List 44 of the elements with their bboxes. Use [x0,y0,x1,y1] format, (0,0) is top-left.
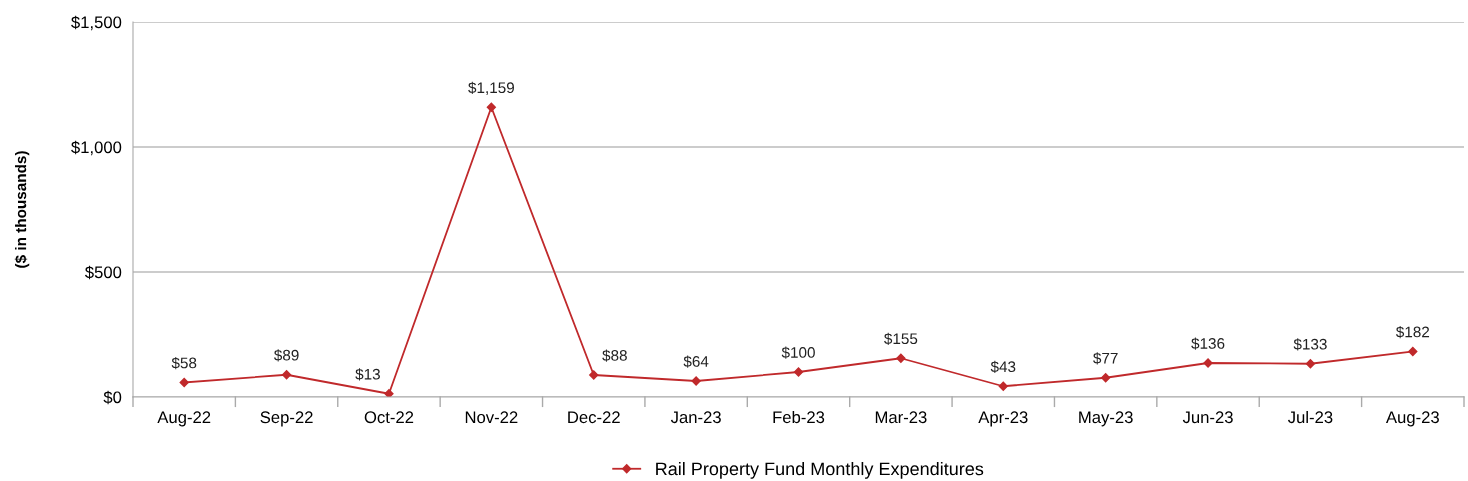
x-tick-label: Sep-22 [260,411,313,427]
x-tick-label: Nov-22 [465,411,518,424]
data-label: $89 [274,349,299,362]
data-label: $100 [781,346,815,359]
legend-label: Rail Property Fund Monthly Expenditures [656,462,984,479]
x-tick-label: Dec-22 [568,411,620,424]
point [1101,373,1111,383]
point [1408,346,1418,357]
point [896,353,906,363]
y-tick-label: $1,000 [71,140,122,156]
data-label: $77 [1093,352,1118,365]
point [179,377,189,388]
data-label: $58 [171,356,197,370]
y-tick-label: $0 [103,390,122,405]
data-label: $64 [683,355,709,368]
point [691,376,701,386]
x-tick-label: Apr-23 [978,411,1028,427]
x-tick-label: Jun-23 [1182,411,1233,424]
x-tick-label: Oct-22 [364,411,414,424]
x-tick-label: Jul-23 [1287,410,1333,424]
point [998,381,1008,391]
x-tick-label: May-23 [1079,411,1133,427]
data-label: $88 [602,349,627,362]
point [1305,359,1316,369]
point [281,370,292,380]
point [384,389,394,397]
x-tick-label: Aug-22 [157,411,211,427]
data-label: $182 [1395,325,1430,339]
y-tick-label: $500 [85,265,122,280]
point [589,370,599,380]
data-label: $1,159 [468,81,514,95]
y-tick-label: $1,500 [71,15,122,31]
data-label: $13 [355,368,380,381]
data-label: $43 [990,360,1016,374]
y-axis-title: ($ in thousands) [14,151,30,268]
data-label: $136 [1191,337,1225,350]
x-tick-label: Jan-23 [670,411,721,424]
x-tick-label: Mar-23 [875,411,927,424]
point [486,102,496,112]
x-tick-label: Aug-23 [1385,411,1439,427]
data-label: $155 [884,332,918,346]
data-label: $133 [1293,338,1327,351]
x-tick-label: Feb-23 [773,410,825,424]
point [793,367,804,377]
